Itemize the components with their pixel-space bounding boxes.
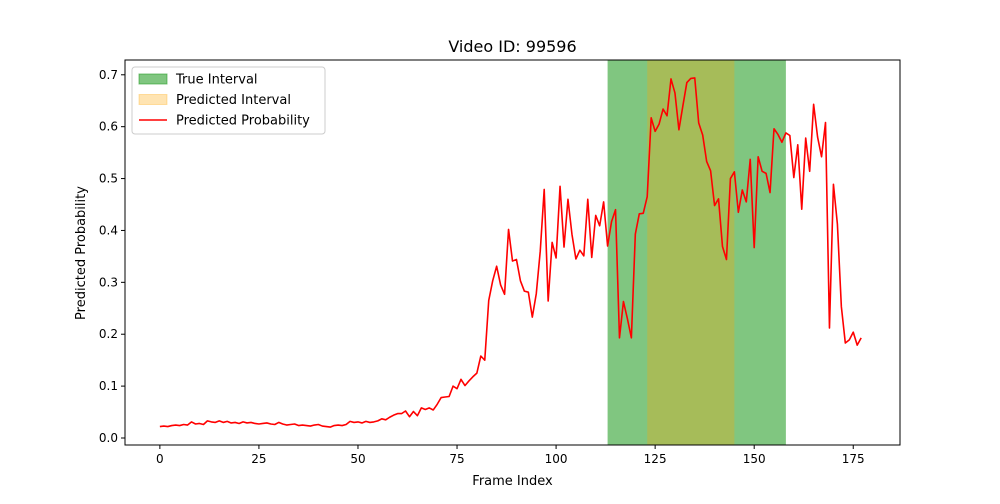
- x-axis-label: Frame Index: [472, 474, 553, 489]
- y-tick-label: 0.5: [99, 172, 118, 186]
- y-tick-label: 0.1: [99, 379, 118, 393]
- y-tick-label: 0.6: [99, 120, 118, 134]
- x-tick-label: 150: [743, 452, 766, 466]
- y-tick-label: 0.7: [99, 68, 118, 82]
- x-tick-label: 75: [449, 452, 464, 466]
- x-axis-ticks: 0 25 50 75 100 125 150 175: [156, 445, 865, 466]
- y-axis-ticks: 0.0 0.1 0.2 0.3 0.4 0.5 0.6 0.7: [99, 68, 125, 445]
- x-tick-label: 175: [842, 452, 865, 466]
- x-tick-label: 0: [156, 452, 164, 466]
- chart-title: Video ID: 99596: [448, 37, 576, 56]
- x-tick-label: 100: [545, 452, 568, 466]
- y-tick-label: 0.2: [99, 327, 118, 341]
- y-tick-label: 0.4: [99, 223, 118, 237]
- x-tick-label: 25: [251, 452, 266, 466]
- x-tick-label: 125: [644, 452, 667, 466]
- y-axis-label: Predicted Probability: [74, 186, 89, 320]
- legend-swatch: [139, 74, 167, 84]
- legend-label: True Interval: [175, 73, 258, 88]
- legend-swatch: [139, 95, 167, 105]
- x-tick-label: 50: [350, 452, 365, 466]
- legend-label: Predicted Probability: [176, 114, 310, 129]
- y-tick-label: 0.0: [99, 431, 118, 445]
- legend-label: Predicted Interval: [176, 93, 291, 108]
- legend: True Interval Predicted Interval Predicted…: [132, 67, 325, 134]
- y-tick-label: 0.3: [99, 275, 118, 289]
